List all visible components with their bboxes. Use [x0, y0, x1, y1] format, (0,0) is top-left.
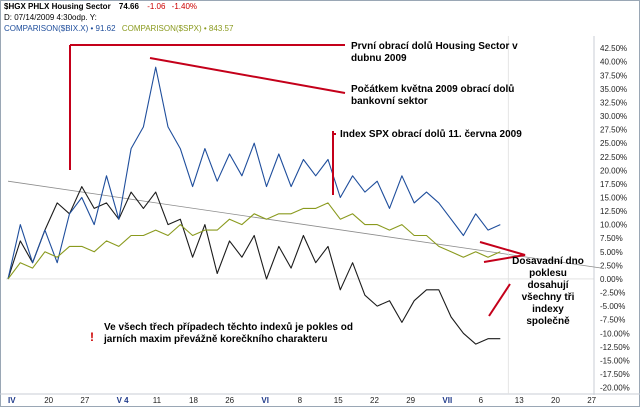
series-spx-line: [7, 202, 501, 280]
comparison-spx: COMPARISON($SPX) • 843.57: [121, 24, 234, 33]
y-tick-label: -12.50%: [600, 343, 630, 352]
series-bix-line: [7, 66, 501, 280]
y-tick-label: 42.50%: [600, 44, 627, 53]
x-tick-label: 20: [551, 396, 560, 405]
trendline: [7, 180, 602, 269]
x-tick-label: VII: [442, 396, 452, 405]
y-tick-label: 17.50%: [600, 180, 627, 189]
x-tick-label: 27: [80, 396, 89, 405]
pointer-banking-line: [149, 57, 346, 94]
x-tick-label: 13: [515, 396, 524, 405]
y-tick-label: -17.50%: [600, 370, 630, 379]
y-tick-label: 10.00%: [600, 221, 627, 230]
x-tick-label: 6: [479, 396, 484, 405]
x-tick-label: 22: [370, 396, 379, 405]
x-tick-label: IV: [8, 396, 16, 405]
date-line: D: 07/14/2009 4:30odp. Y:: [4, 13, 97, 22]
y-tick-label: 32.50%: [600, 98, 627, 107]
y-tick-label: 2.50%: [600, 261, 623, 270]
note-box: [100, 318, 372, 354]
y-tick-label: 0.00%: [600, 275, 623, 284]
exclamation-mark: !: [90, 330, 94, 344]
y-tick-label: 37.50%: [600, 71, 627, 80]
x-tick-label: 26: [225, 396, 234, 405]
y-tick-label: -2.50%: [600, 289, 625, 298]
y-tick-label: 30.00%: [600, 112, 627, 121]
series-hgx-line: [7, 186, 501, 345]
header-line-3: COMPARISON($BIX.X) • 91.62 COMPARISON($S…: [4, 24, 233, 33]
x-tick-label: 29: [406, 396, 415, 405]
change-percent: -1.40%: [171, 2, 198, 11]
y-tick-label: 35.00%: [600, 85, 627, 94]
x-tick-label: VI: [261, 396, 269, 405]
y-tick-label: -10.00%: [600, 329, 630, 338]
y-tick-label: 40.00%: [600, 58, 627, 67]
x-tick-label: V 4: [117, 396, 130, 405]
annotation-banking: Počátkem května 2009 obrací dolů bankovn…: [351, 84, 515, 107]
x-tick-label: 8: [298, 396, 303, 405]
x-tick-label: 20: [44, 396, 53, 405]
x-tick-label: 27: [587, 396, 596, 405]
pointer-bottom-arrow: [479, 241, 526, 263]
y-tick-label: 22.50%: [600, 153, 627, 162]
y-tick-label: -5.00%: [600, 302, 625, 311]
y-tick-label: 25.00%: [600, 139, 627, 148]
pointer-bottom-lower: [488, 283, 511, 317]
y-tick-label: 5.00%: [600, 248, 623, 257]
summary-note: Ve všech třech případech těchto indexů j…: [104, 322, 353, 345]
comparison-bix: COMPARISON($BIX.X) • 91.62: [4, 24, 116, 33]
y-tick-label: 12.50%: [600, 207, 627, 216]
price-value: 74.66: [118, 2, 139, 11]
y-tick-label: -7.50%: [600, 316, 625, 325]
y-tick-label: 27.50%: [600, 126, 627, 135]
x-tick-label: 11: [153, 396, 162, 405]
annotation-housing: První obrací dolů Housing Sector v dubnu…: [351, 41, 518, 64]
y-tick-label: -15.00%: [600, 356, 630, 365]
change-value: -1.06: [147, 2, 166, 11]
y-tick-label: 7.50%: [600, 234, 623, 243]
y-tick-label: 20.00%: [600, 166, 627, 175]
x-tick-label: 18: [189, 396, 198, 405]
symbol-title: $HGX PHLX Housing Sector: [4, 2, 111, 11]
annotation-spx: Index SPX obrací dolů 11. června 2009: [340, 129, 522, 140]
y-tick-label: 15.00%: [600, 193, 627, 202]
y-tick-label: -20.00%: [600, 384, 630, 393]
annotation-bottom: Dosavadní dno poklesu dosahují všechny t…: [512, 256, 584, 327]
x-tick-label: 15: [334, 396, 343, 405]
header-line-1: $HGX PHLX Housing Sector 74.66 -1.06 -1.…: [4, 2, 197, 11]
